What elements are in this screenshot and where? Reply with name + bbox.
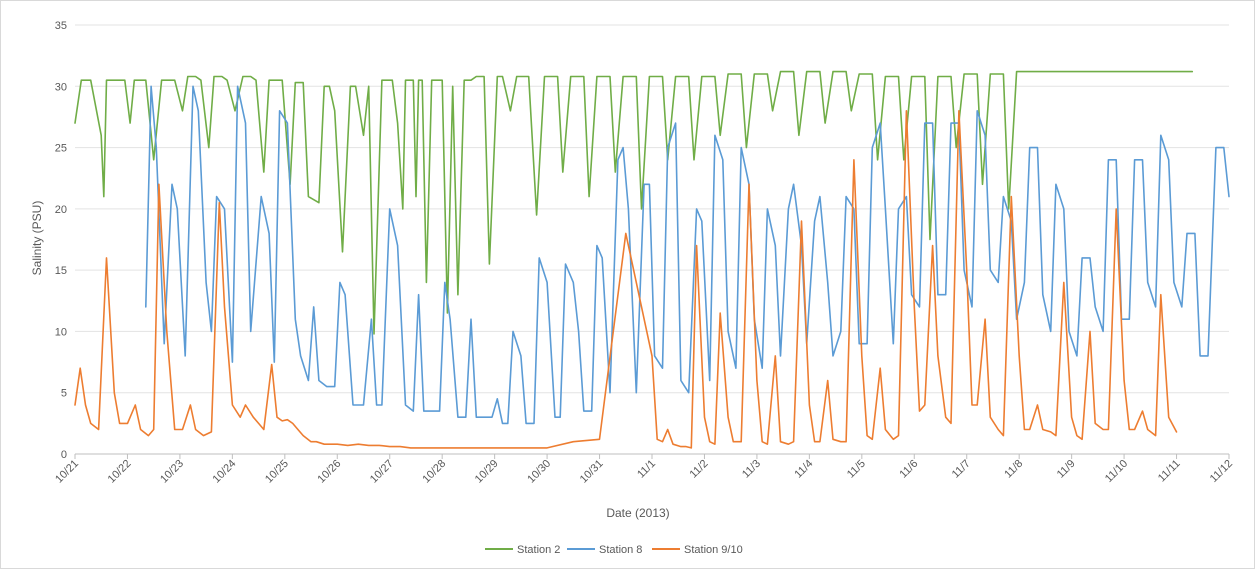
y-tick-label-35: 35	[55, 20, 67, 32]
x-tick-label-11-5: 11/5	[845, 458, 868, 481]
legend-label-station-2: Station 2	[517, 544, 560, 556]
series-line-station-2	[74, 70, 1194, 335]
x-tick-label-11-2: 11/2	[688, 458, 711, 481]
y-tick-label-10: 10	[55, 326, 67, 338]
series-line-station-9-10	[74, 110, 1178, 449]
gridlines	[75, 24, 1229, 455]
x-tick-label-10-23: 10/23	[158, 458, 186, 486]
y-axis-title: Salinity (PSU)	[30, 201, 44, 276]
x-tick-label-11-10: 11/10	[1103, 458, 1130, 485]
x-tick-label-11-1: 11/1	[635, 458, 658, 481]
y-tick-label-25: 25	[55, 143, 67, 155]
x-tick-label-10-31: 10/31	[578, 458, 606, 486]
x-tick-label-10-27: 10/27	[368, 458, 396, 486]
x-tick-label-10-30: 10/30	[525, 458, 553, 486]
series-line-station-8	[145, 85, 1230, 425]
x-tick-label-10-25: 10/25	[263, 458, 291, 486]
x-tick-label-10-21: 10/21	[53, 458, 81, 486]
x-tick-label-11-7: 11/7	[950, 458, 973, 481]
y-tick-label-15: 15	[55, 265, 67, 277]
x-tick-label-11-6: 11/6	[897, 458, 920, 481]
x-tick-label-10-22: 10/22	[106, 458, 134, 486]
x-axis-title: Date (2013)	[606, 506, 669, 520]
legend: Station 2 Station 8 Station 9/10	[485, 544, 743, 556]
y-tick-label-20: 20	[55, 204, 67, 216]
x-tick-label-10-24: 10/24	[211, 458, 239, 486]
x-tick-label-11-12: 11/12	[1208, 458, 1235, 485]
legend-label-station-8: Station 8	[599, 544, 642, 556]
y-tick-label-30: 30	[55, 81, 67, 93]
x-tick-label-10-29: 10/29	[473, 458, 501, 486]
legend-label-station-9-10: Station 9/10	[684, 544, 743, 556]
x-tick-label-11-11: 11/11	[1156, 458, 1183, 485]
x-tick-label-11-3: 11/3	[740, 458, 763, 481]
axes: 0 5 10 15 20 25 30 35 10/21 10/22 10/23 10/24 10/25 1…	[53, 20, 1235, 486]
x-tick-label-11-8: 11/8	[1002, 458, 1025, 481]
series-lines	[74, 70, 1230, 449]
y-tick-label-0: 0	[61, 449, 67, 461]
y-tick-label-5: 5	[61, 388, 67, 400]
x-tick-label-11-4: 11/4	[792, 458, 815, 481]
x-tick-label-10-28: 10/28	[420, 458, 448, 486]
x-tick-label-10-26: 10/26	[315, 458, 343, 486]
x-tick-label-11-9: 11/9	[1055, 458, 1078, 481]
